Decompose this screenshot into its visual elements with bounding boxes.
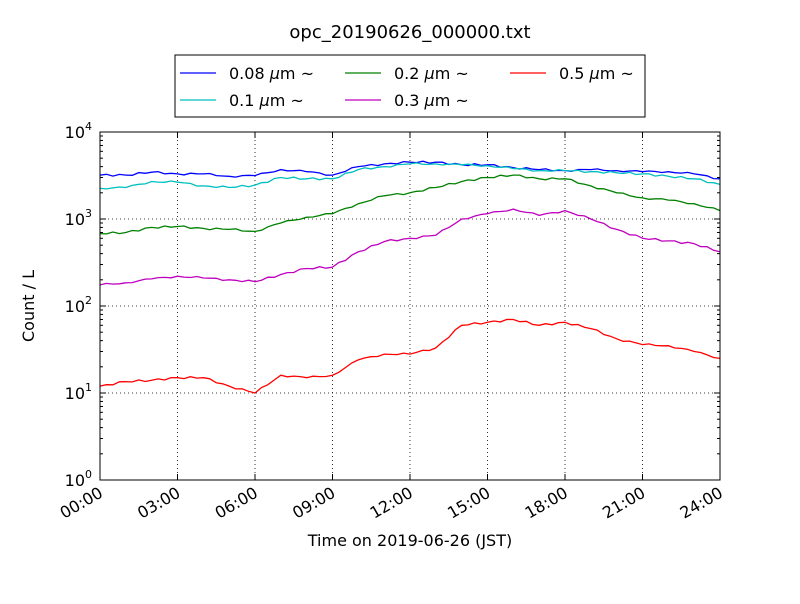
x-axis-label: Time on 2019-06-26 (JST): [307, 531, 512, 550]
legend-label: 0.2 μm ~: [394, 64, 469, 83]
legend-label: 0.3 μm ~: [394, 91, 469, 110]
legend-label: 0.1 μm ~: [229, 91, 304, 110]
grid: [100, 132, 720, 480]
y-tick-label: 102: [65, 294, 92, 316]
legend: 0.08 μm ~ 0.1 μm ~ 0.2 μm ~ 0.3 μm ~ 0.5 μm …: [174, 54, 646, 118]
series-line-0-1: [99, 162, 721, 190]
series-lines: [99, 160, 721, 394]
series-line-0-5: [99, 318, 721, 394]
legend-label: 0.08 μm ~: [229, 64, 314, 83]
series-line-0-3: [99, 208, 721, 286]
series-line-0-08: [99, 160, 721, 180]
y-axis-label: Count / L: [19, 270, 38, 342]
series-line-0-2: [99, 174, 721, 235]
y-tick-label: 100: [65, 468, 92, 490]
chart-title: opc_20190626_000000.txt: [289, 22, 530, 43]
y-tick-label: 104: [65, 120, 92, 142]
legend-label: 0.5 μm ~: [559, 64, 634, 83]
y-tick-label: 103: [65, 207, 92, 229]
legend-frame: [174, 54, 646, 118]
ticks: [99, 131, 721, 481]
y-tick-labels: 100 101 102 103 104: [65, 120, 92, 490]
y-tick-label: 101: [65, 381, 92, 403]
